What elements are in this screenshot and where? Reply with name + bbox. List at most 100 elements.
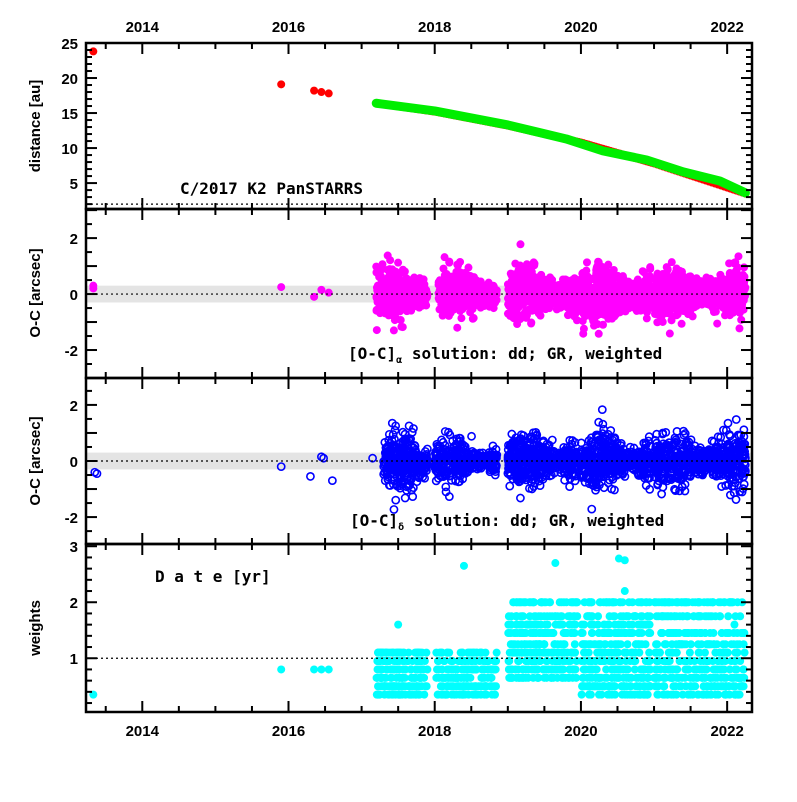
o-c-ra-point	[605, 277, 613, 285]
o-c-ra-point	[650, 294, 658, 302]
o-c-ra-point	[394, 259, 402, 267]
o-c-ra-point	[738, 300, 746, 308]
o-c-ra-point	[583, 258, 591, 266]
o-c-dec-point	[307, 473, 314, 480]
o-c-ra-point	[666, 330, 674, 338]
o-c-dec-point	[517, 494, 524, 501]
o-c-ra-point	[376, 309, 384, 317]
o-c-ra-point	[678, 320, 686, 328]
weights-point	[423, 682, 431, 690]
o-c-ra-point	[390, 326, 398, 334]
o-c-ra-point	[598, 273, 606, 281]
o-c-dec-point	[724, 420, 731, 427]
o-c-ra-point	[89, 284, 97, 292]
o-c-ra-point	[658, 295, 666, 303]
o-c-ra-point	[676, 267, 684, 275]
o-c-ra-point	[738, 283, 746, 291]
o-c-ra-point	[637, 281, 645, 289]
o-c-ra-point	[632, 292, 640, 300]
o-c-ra-point	[440, 306, 448, 314]
o-c-ra-point	[387, 278, 395, 286]
o-c-ra-point	[616, 308, 624, 316]
o-c-ra-point	[416, 274, 424, 282]
o-c-ra-point	[713, 320, 721, 328]
o-c-ra-point	[513, 283, 521, 291]
o-c-ra-point	[531, 260, 539, 268]
o-c-ra-point	[453, 324, 461, 332]
o-c-ra-point	[734, 263, 742, 271]
o-c-dec-point	[93, 470, 100, 477]
o-c-ra-point	[515, 268, 523, 276]
o-c-ra-point	[595, 330, 603, 338]
o-c-ra-point	[653, 270, 661, 278]
o-c-ra-point	[710, 308, 718, 316]
o-c-ra-point	[523, 260, 531, 268]
o-c-ra-point	[469, 315, 477, 323]
panel-1-marks	[86, 240, 752, 337]
weights-point	[422, 649, 430, 657]
o-c-ra-point	[722, 296, 730, 304]
o-c-ra-point	[729, 292, 737, 300]
o-c-dec-point	[741, 481, 748, 488]
o-c-ra-point	[741, 292, 749, 300]
o-c-dec-point	[599, 406, 606, 413]
o-c-ra-point	[526, 268, 534, 276]
o-c-ra-point	[603, 309, 611, 317]
o-c-ra-point	[659, 304, 667, 312]
o-c-ra-point	[457, 314, 465, 322]
o-c-ra-point	[464, 264, 472, 272]
o-c-ra-point	[386, 256, 394, 264]
o-c-ra-point	[560, 281, 568, 289]
o-c-ra-point	[721, 311, 729, 319]
o-c-ra-point	[613, 285, 621, 293]
o-c-ra-point	[537, 300, 545, 308]
o-c-ra-point	[317, 286, 325, 294]
o-c-ra-point	[669, 298, 677, 306]
o-c-ra-point	[665, 273, 673, 281]
o-c-ra-point	[277, 283, 285, 291]
o-c-ra-point	[386, 265, 394, 273]
o-c-ra-point	[599, 321, 607, 329]
o-c-dec-point	[392, 497, 399, 504]
weights-point	[388, 674, 396, 682]
o-c-ra-point	[376, 289, 384, 297]
o-c-dec-point	[506, 483, 513, 490]
o-c-ra-point	[444, 298, 452, 306]
o-c-ra-point	[524, 285, 532, 293]
o-c-ra-point	[543, 283, 551, 291]
o-c-dec-point	[402, 494, 409, 501]
o-c-ra-point	[652, 282, 660, 290]
o-c-ra-point	[378, 280, 386, 288]
distance-point	[89, 47, 97, 55]
panel-2-marks	[86, 406, 752, 513]
o-c-ra-point	[399, 266, 407, 274]
o-c-ra-point	[418, 294, 426, 302]
o-c-ra-point	[644, 277, 652, 285]
o-c-ra-point	[546, 295, 554, 303]
o-c-ra-point	[579, 269, 587, 277]
o-c-ra-point	[441, 253, 449, 261]
o-c-ra-point	[443, 280, 451, 288]
o-c-ra-point	[674, 305, 682, 313]
o-c-ra-point	[485, 297, 493, 305]
o-c-ra-point	[525, 297, 533, 305]
o-c-ra-point	[435, 296, 443, 304]
o-c-ra-point	[454, 274, 462, 282]
o-c-ra-point	[466, 295, 474, 303]
o-c-ra-point	[579, 330, 587, 338]
o-c-dec-point	[733, 416, 740, 423]
o-c-ra-point	[669, 312, 677, 320]
distance-point	[317, 88, 325, 96]
o-c-ra-point	[485, 279, 493, 287]
o-c-ra-point	[684, 274, 692, 282]
o-c-ra-point	[659, 318, 667, 326]
o-c-dec-point	[658, 490, 665, 497]
o-c-ra-point	[513, 320, 521, 328]
o-c-ra-point	[599, 300, 607, 308]
o-c-ra-point	[372, 263, 380, 271]
o-c-ra-point	[477, 304, 485, 312]
distance-point	[277, 80, 285, 88]
o-c-ra-point	[516, 240, 524, 248]
